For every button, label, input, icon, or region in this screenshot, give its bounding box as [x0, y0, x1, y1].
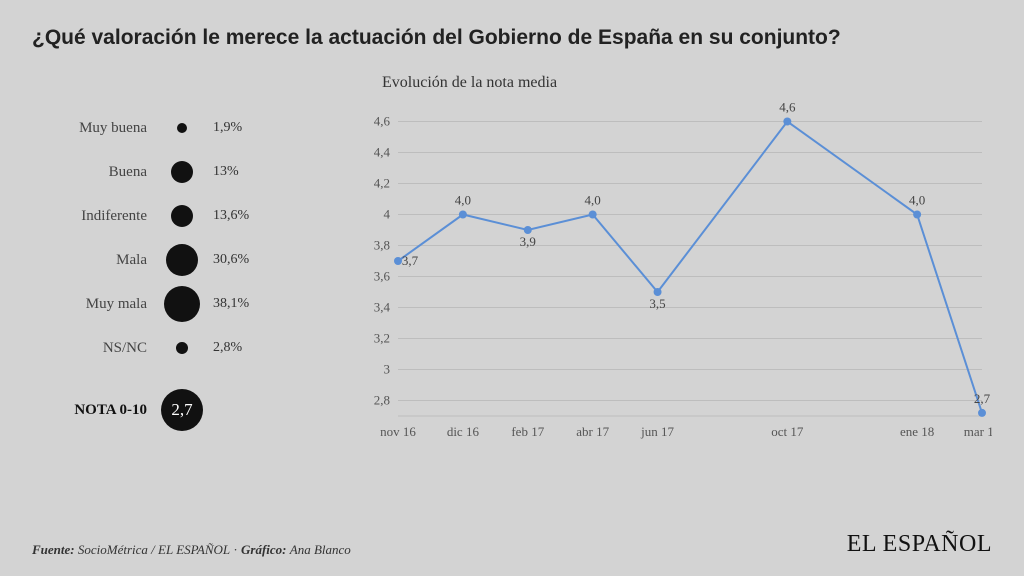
svg-text:3,9: 3,9 — [520, 234, 536, 249]
bubble-value: 13,6% — [207, 208, 249, 224]
nota-row: NOTA 0-102,7 — [32, 388, 322, 432]
grafico-text: Ana Blanco — [290, 542, 351, 557]
svg-text:3,4: 3,4 — [374, 300, 391, 315]
bubble-dot — [171, 161, 193, 183]
line-chart-title: Evolución de la nota media — [352, 74, 992, 92]
bubble-value: 1,9% — [207, 120, 242, 136]
bubble-row: Indiferente 13,6% — [32, 194, 322, 238]
chart-container: ¿Qué valoración le merece la actuación d… — [0, 0, 1024, 576]
svg-text:3,2: 3,2 — [374, 331, 390, 346]
svg-text:4,0: 4,0 — [909, 193, 925, 208]
bubble-chart: Muy buena 1,9% Buena 13% Indiferente 13,6% Mal… — [32, 74, 322, 456]
svg-text:dic 16: dic 16 — [447, 424, 480, 439]
line-chart-svg: 2,8 3 3,2 3,4 3,6 3,8 4 4,2 4,4 4,6 nov 16 dic 16 fe… — [352, 96, 992, 456]
bubble-label: Buena — [32, 164, 157, 181]
bubble-cell — [157, 286, 207, 322]
bubble-value: 30,6% — [207, 252, 249, 268]
svg-text:mar 18: mar 18 — [964, 424, 992, 439]
bubble-row: Buena 13% — [32, 150, 322, 194]
bubble-dot — [176, 342, 188, 354]
nota-label: NOTA 0-10 — [32, 402, 157, 419]
bubble-cell — [157, 244, 207, 277]
bubble-value: 2,8% — [207, 340, 242, 356]
bubble-row: Mala 30,6% — [32, 238, 322, 282]
svg-text:3: 3 — [384, 362, 391, 377]
bubble-dot — [164, 286, 200, 322]
svg-text:3,8: 3,8 — [374, 238, 390, 253]
body-row: Muy buena 1,9% Buena 13% Indiferente 13,6% Mal… — [32, 74, 992, 456]
svg-text:oct 17: oct 17 — [771, 424, 804, 439]
svg-text:2,7: 2,7 — [974, 391, 991, 406]
brand-logo: EL ESPAÑOL — [847, 531, 992, 558]
svg-text:3,6: 3,6 — [374, 269, 391, 284]
bubble-label: Muy buena — [32, 120, 157, 137]
svg-text:4,4: 4,4 — [374, 145, 391, 160]
svg-text:4: 4 — [384, 207, 391, 222]
bubble-value: 38,1% — [207, 296, 249, 312]
svg-text:4,2: 4,2 — [374, 176, 390, 191]
bubble-label: NS/NC — [32, 340, 157, 357]
bubble-cell — [157, 342, 207, 354]
svg-text:4,0: 4,0 — [455, 193, 471, 208]
bubble-cell — [157, 123, 207, 133]
svg-text:feb 17: feb 17 — [511, 424, 544, 439]
svg-text:4,6: 4,6 — [374, 114, 391, 129]
grafico-label: Gráfico: — [241, 542, 287, 557]
bubble-row: Muy buena 1,9% — [32, 106, 322, 150]
svg-text:3,7: 3,7 — [402, 253, 419, 268]
bubble-dot — [171, 205, 194, 228]
bubble-dot — [177, 123, 187, 133]
line-chart: Evolución de la nota media 2,8 3 3,2 3,4 3,6… — [352, 74, 992, 456]
svg-text:ene 18: ene 18 — [900, 424, 934, 439]
bubble-row: NS/NC 2,8% — [32, 326, 322, 370]
nota-bubble: 2,7 — [161, 389, 203, 431]
bubble-label: Indiferente — [32, 208, 157, 225]
credits: Fuente: SocioMétrica / EL ESPAÑOL · Gráf… — [32, 542, 351, 558]
svg-text:abr 17: abr 17 — [576, 424, 609, 439]
bubble-cell — [157, 205, 207, 228]
bubble-label: Muy mala — [32, 296, 157, 313]
svg-text:4,0: 4,0 — [585, 193, 601, 208]
page-title: ¿Qué valoración le merece la actuación d… — [32, 26, 992, 50]
footer: Fuente: SocioMétrica / EL ESPAÑOL · Gráf… — [32, 531, 992, 558]
bubble-value: 13% — [207, 164, 239, 180]
svg-text:2,8: 2,8 — [374, 393, 390, 408]
bubble-dot — [166, 244, 199, 277]
bubble-cell — [157, 161, 207, 183]
svg-text:jun 17: jun 17 — [640, 424, 674, 439]
svg-text:4,6: 4,6 — [779, 100, 796, 115]
svg-text:nov 16: nov 16 — [380, 424, 416, 439]
bubble-row: Muy mala 38,1% — [32, 282, 322, 326]
fuente-label: Fuente: — [32, 542, 75, 557]
bubble-label: Mala — [32, 252, 157, 269]
svg-text:3,5: 3,5 — [649, 296, 665, 311]
